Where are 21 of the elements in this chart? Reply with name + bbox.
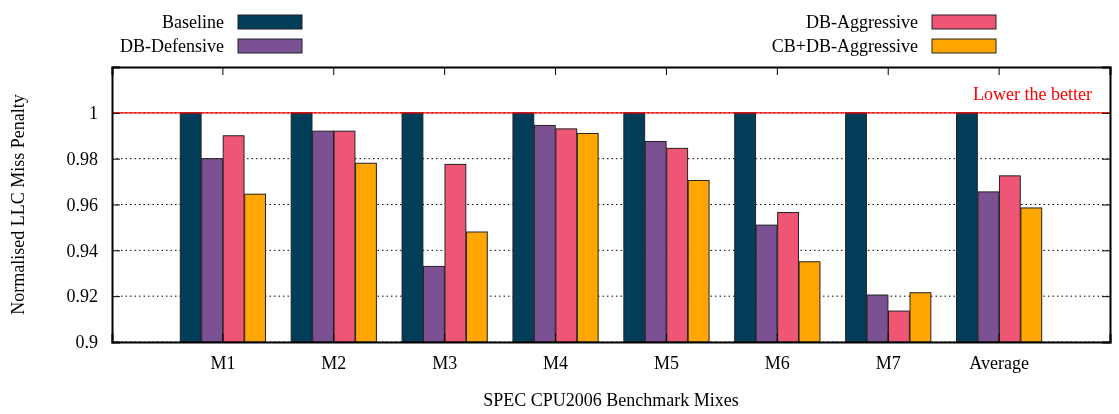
y-tick-label: 0.98: [66, 148, 98, 169]
y-tick-label: 0.96: [66, 194, 98, 215]
legend-label: CB+DB-Aggressive: [771, 36, 918, 57]
y-tick-label: 0.94: [66, 240, 98, 261]
legend-label: DB-Defensive: [120, 36, 225, 57]
x-tick-label: M7: [875, 352, 901, 373]
ref-line-label: Lower the better: [973, 83, 1092, 104]
y-tick-label: 1: [89, 103, 98, 124]
x-tick-label: M3: [432, 352, 458, 373]
x-tick-label: M4: [543, 352, 569, 373]
x-axis-title: SPEC CPU2006 Benchmark Mixes: [483, 390, 739, 410]
y-axis-title: Normalised LLC Miss Penalty: [8, 94, 28, 315]
x-tick-label: M6: [764, 352, 790, 373]
y-tick-label: 0.92: [66, 286, 98, 307]
x-tick-label: M2: [321, 352, 347, 373]
x-tick-label: M1: [210, 352, 236, 373]
x-tick-label: Average: [969, 352, 1029, 373]
y-tick-label: 0.9: [75, 332, 98, 353]
legend-label: DB-Aggressive: [806, 12, 919, 33]
legend-label: Baseline: [162, 12, 225, 33]
x-tick-label: M5: [653, 352, 679, 373]
